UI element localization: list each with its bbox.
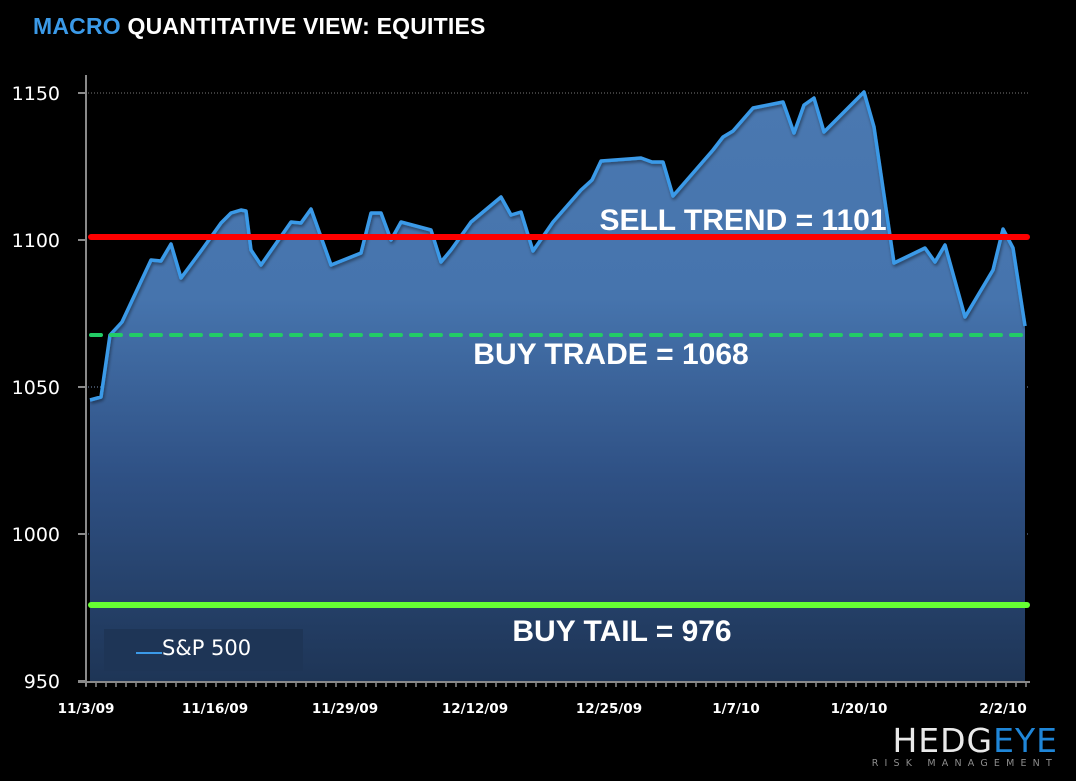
sp500-line — [89, 90, 1027, 402]
x-tick-label: 12/25/09 — [576, 701, 642, 717]
y-tick-label: 950 — [24, 671, 60, 693]
x-tick-label: 11/29/09 — [312, 701, 378, 717]
sell-trend-label: SELL TREND = 1101 — [599, 204, 886, 237]
x-tick-label: 12/12/09 — [442, 701, 508, 717]
logo-main-left: HEDG — [892, 721, 994, 760]
sp500-area — [90, 92, 1025, 681]
x-tick-label: 1/20/10 — [831, 701, 888, 717]
title-accent: MACRO — [33, 13, 121, 39]
x-tick-label: 11/3/09 — [58, 701, 115, 717]
y-tick-label: 1050 — [12, 377, 60, 399]
y-tick-label: 1150 — [12, 83, 60, 105]
x-tick-label: 11/16/09 — [182, 701, 248, 717]
logo-subtitle: RISK MANAGEMENT — [871, 758, 1058, 769]
y-tick-label: 1000 — [12, 524, 60, 546]
chart-title: MACRO QUANTITATIVE VIEW: EQUITIES — [33, 13, 486, 40]
x-tick-label: 2/2/10 — [979, 701, 1026, 717]
buy-tail-label: BUY TAIL = 976 — [512, 615, 731, 648]
legend-label: S&P 500 — [162, 636, 252, 660]
x-tick-label: 1/7/10 — [712, 701, 759, 717]
y-axis — [78, 75, 87, 686]
x-tick-labels: 11/3/09 11/16/09 11/29/09 12/12/09 12/25… — [58, 701, 1027, 717]
legend-line-swatch — [136, 652, 162, 654]
legend — [104, 629, 303, 671]
y-tick-label: 1100 — [12, 230, 60, 252]
y-tick-labels: 1150 1100 1050 1000 950 — [12, 83, 60, 693]
hedgeye-logo: HEDGEYE RISK MANAGEMENT — [868, 724, 1058, 769]
buy-trade-label: BUY TRADE = 1068 — [473, 338, 748, 371]
logo-main-right: EYE — [993, 721, 1058, 760]
x-axis — [78, 681, 1030, 687]
title-rest: QUANTITATIVE VIEW: EQUITIES — [127, 13, 486, 39]
